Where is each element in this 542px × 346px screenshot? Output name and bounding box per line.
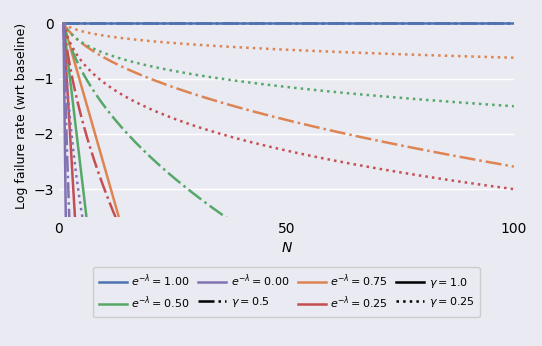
Y-axis label: Log failure rate (wrt baseline): Log failure rate (wrt baseline) <box>15 23 28 209</box>
X-axis label: N: N <box>281 242 292 255</box>
Legend: $e^{-\lambda} = 1.00$, $e^{-\lambda} = 0.50$, $e^{-\lambda} = 0.00$, $\gamma = 0: $e^{-\lambda} = 1.00$, $e^{-\lambda} = 0… <box>93 267 480 317</box>
